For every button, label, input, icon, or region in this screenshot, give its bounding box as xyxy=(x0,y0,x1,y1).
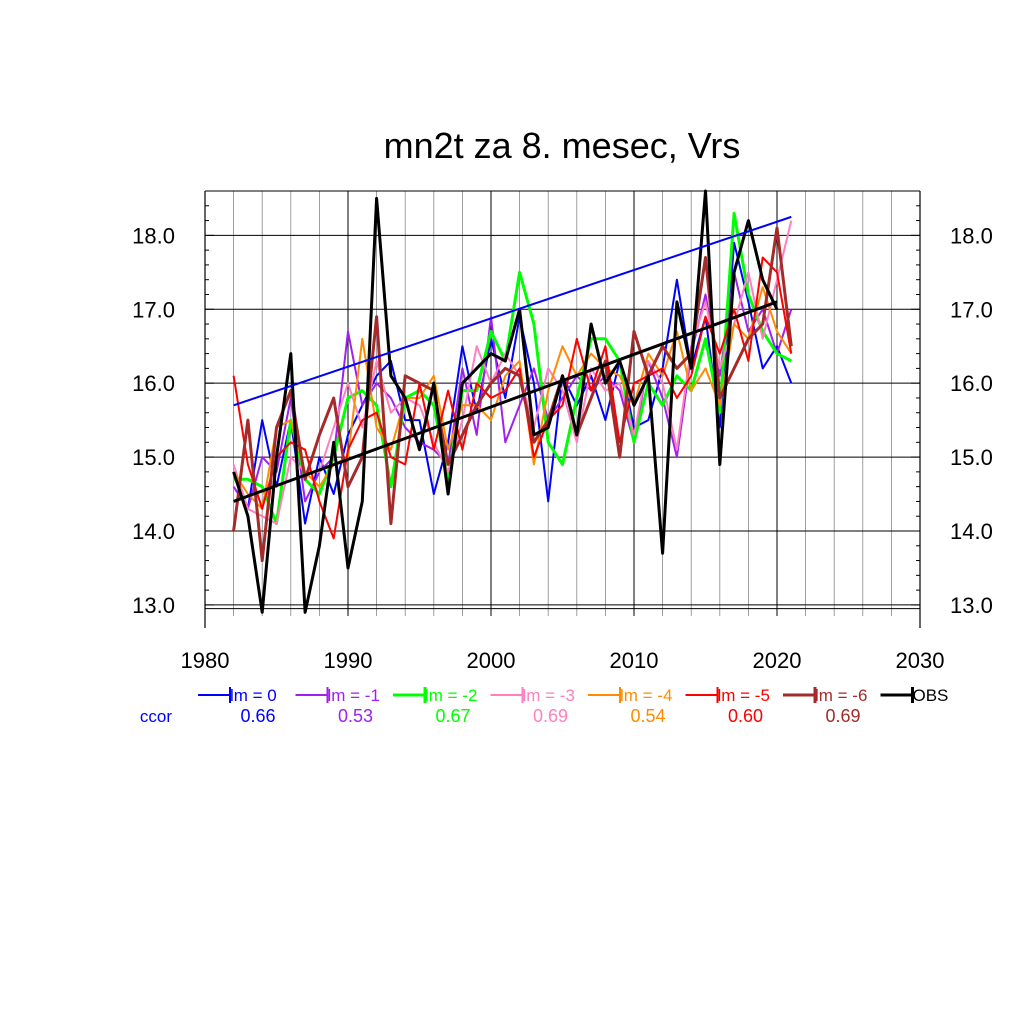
y-tick-label-right: 13.0 xyxy=(950,593,993,618)
y-tick-label-left: 17.0 xyxy=(132,297,175,322)
x-tick-label: 2000 xyxy=(467,648,516,673)
x-tick-label: 2020 xyxy=(753,648,802,673)
x-tick-label: 1990 xyxy=(324,648,373,673)
y-tick-label-left: 15.0 xyxy=(132,445,175,470)
ccor-value: 0.67 xyxy=(435,706,470,726)
legend-label: lm = 0 xyxy=(230,686,277,705)
series-line xyxy=(232,226,793,563)
ccor-value: 0.69 xyxy=(825,706,860,726)
series-line xyxy=(232,189,779,614)
legend-label: lm = -3 xyxy=(523,686,575,705)
legend-label: OBS xyxy=(913,686,949,705)
ccor-value: 0.60 xyxy=(728,706,763,726)
legend-label: lm = -5 xyxy=(718,686,770,705)
legend-label: lm = -1 xyxy=(328,686,380,705)
axis-layer: 13.0 13.0 14.0 14.0 15.0 15.0 16.0 16.0 17.0 17.0… xyxy=(132,190,993,673)
y-tick-label-left: 18.0 xyxy=(132,223,175,248)
y-tick-label-left: 14.0 xyxy=(132,519,175,544)
y-tick-label-right: 17.0 xyxy=(950,297,993,322)
series-line xyxy=(232,220,793,525)
y-tick-label-left: 13.0 xyxy=(132,593,175,618)
y-tick-label-right: 14.0 xyxy=(950,519,993,544)
ccor-value: 0.53 xyxy=(338,706,373,726)
y-tick-label-right: 18.0 xyxy=(950,223,993,248)
ccor-value: 0.54 xyxy=(630,706,665,726)
legend-label: lm = -2 xyxy=(425,686,477,705)
legend-label: lm = -4 xyxy=(620,686,672,705)
series-line xyxy=(232,256,793,540)
y-tick-label-right: 15.0 xyxy=(950,445,993,470)
legend-label: lm = -6 xyxy=(815,686,867,705)
ccor-value: 0.66 xyxy=(240,706,275,726)
trend-line xyxy=(233,215,792,407)
series-line xyxy=(232,286,793,510)
chart-title: mn2t za 8. mesec, Vrs xyxy=(384,125,741,166)
trend-line xyxy=(233,300,778,503)
series-layer xyxy=(232,189,793,614)
ccor-value: 0.69 xyxy=(533,706,568,726)
ccor-label: ccor xyxy=(140,707,172,726)
y-tick-label-right: 16.0 xyxy=(950,371,993,396)
y-tick-label-left: 16.0 xyxy=(132,371,175,396)
x-tick-label: 2010 xyxy=(610,648,659,673)
x-tick-label: 1980 xyxy=(181,648,230,673)
x-tick-label: 2030 xyxy=(896,648,945,673)
